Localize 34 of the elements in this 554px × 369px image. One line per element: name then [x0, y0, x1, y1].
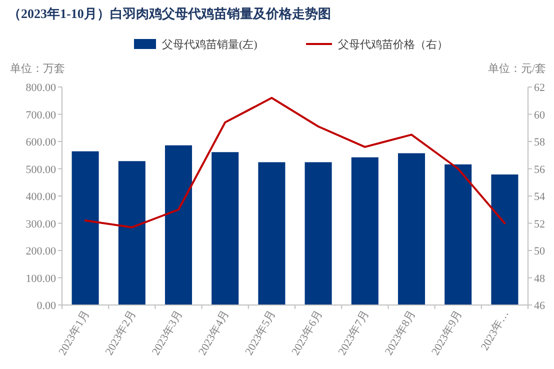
- y2-tick-label: 60: [534, 109, 546, 122]
- y-tick-label: 200.00: [26, 246, 56, 258]
- bar: [212, 152, 239, 305]
- y2-tick-label: 46: [534, 300, 546, 312]
- y2-axis-title: 单位：元/套: [488, 62, 546, 75]
- y-tick-label: 500.00: [26, 164, 56, 176]
- y2-tick-label: 54: [534, 191, 546, 203]
- y2-tick-label: 52: [534, 218, 545, 230]
- legend-label: 父母代鸡苗价格（右）: [338, 38, 448, 51]
- bar: [304, 162, 332, 305]
- y2-tick-label: 48: [534, 272, 546, 285]
- bar: [118, 161, 146, 305]
- y-tick-label: 400.00: [26, 191, 56, 203]
- y-tick-label: 600.00: [26, 136, 56, 148]
- bar: [72, 151, 99, 305]
- y2-tick-label: 58: [534, 136, 546, 148]
- bar: [351, 157, 378, 305]
- y-axis-title: 单位：万套: [10, 62, 65, 75]
- chart-title: （2023年1-10月）白羽肉鸡父母代鸡苗销量及价格走势图: [8, 6, 331, 21]
- y-tick-label: 0.00: [36, 300, 56, 312]
- y-tick-label: 700.00: [26, 109, 56, 122]
- y-tick-label: 300.00: [26, 218, 56, 230]
- bar: [164, 145, 192, 305]
- bar: [258, 162, 286, 305]
- legend-label: 父母代鸡苗销量(左): [162, 38, 258, 51]
- y2-tick-label: 56: [534, 164, 546, 176]
- y2-tick-label: 62: [534, 82, 545, 94]
- bar: [444, 164, 472, 305]
- y2-tick-label: 50: [534, 246, 546, 258]
- line-series: [84, 96, 506, 228]
- y-tick-label: 100.00: [26, 272, 56, 285]
- bar: [491, 174, 518, 305]
- bar: [398, 153, 426, 305]
- y-tick-label: 800.00: [26, 82, 56, 94]
